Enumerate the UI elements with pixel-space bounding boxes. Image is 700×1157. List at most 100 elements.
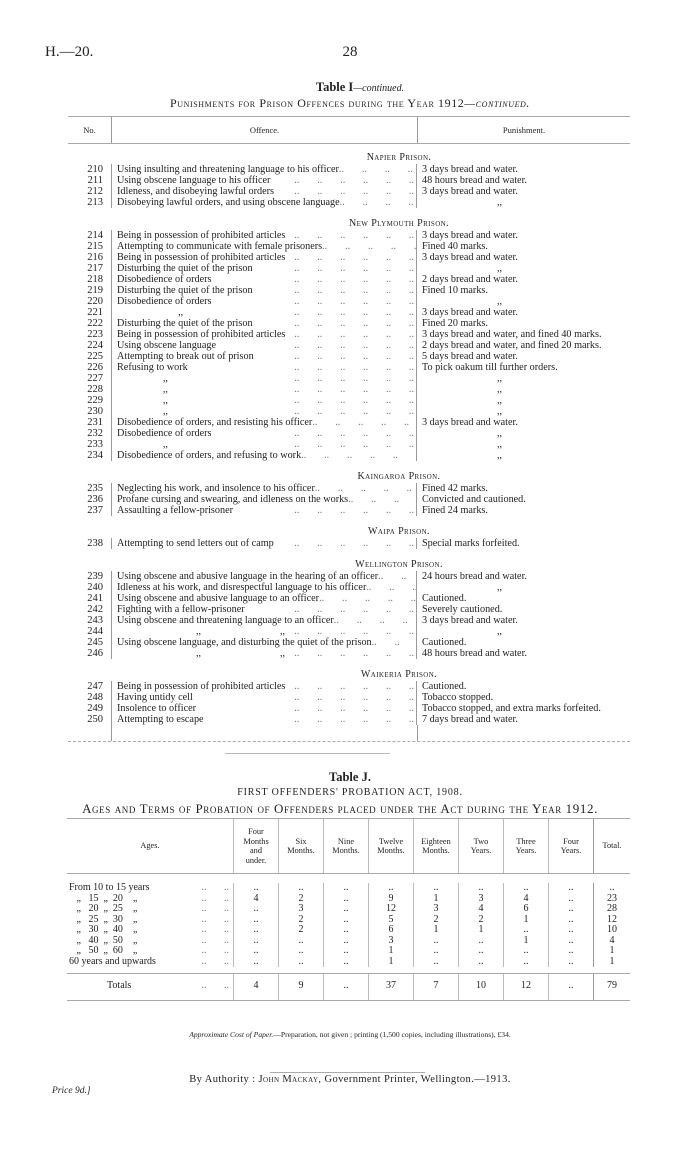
punishment-cell: 3 days bread and water. — [416, 164, 630, 175]
offence-text: Using obscene and abusive language in th… — [117, 571, 379, 582]
value-cell: .. — [458, 935, 503, 946]
table-row: 231 Disobedience of orders, and resisting… — [68, 417, 630, 428]
table-row: 241 Using obscene and abusive language to… — [68, 593, 630, 604]
offence-number: 245 — [87, 637, 103, 648]
offence-number: 215 — [87, 241, 103, 252]
offence-text: Idleness at his work, and disrespectful … — [117, 582, 367, 593]
table-row: „ 40 „ 50 „......3....1..4 — [67, 934, 630, 947]
leader-dots — [253, 318, 416, 329]
leader-dots — [372, 637, 416, 648]
value-cell: .. — [503, 945, 548, 957]
punishment-cell: ,, — [416, 395, 630, 406]
leader-dots — [301, 450, 416, 461]
age-label: „ 40 „ 50 „ — [69, 934, 138, 946]
age-cell: „ 15 „ 20 „ — [67, 893, 233, 905]
leader-dots — [348, 494, 416, 505]
offence-text: Having untidy cell — [117, 692, 193, 703]
value-cell: .. — [323, 956, 368, 967]
column-header-offence: Offence. — [111, 117, 417, 143]
offence-number: 214 — [87, 230, 103, 241]
table-row: 230 ,,,, — [68, 406, 630, 417]
value-cell: .. — [548, 945, 593, 957]
offence-number: 238 — [87, 538, 103, 549]
value-cell: .. — [413, 935, 458, 946]
leader-dots — [168, 395, 416, 406]
offence-text: Idleness, and disobeying lawful orders — [117, 186, 275, 197]
offence-text: ,, — [117, 373, 168, 384]
offence-cell: Using obscene language, and disturbing t… — [111, 637, 416, 648]
leader-dots — [322, 241, 416, 252]
value-cell: .. — [548, 903, 593, 915]
leader-dots — [211, 428, 416, 439]
value-cell: 3 — [413, 903, 458, 915]
offence-number: 228 — [87, 384, 103, 395]
offence-number: 219 — [87, 285, 103, 296]
leader-dots — [378, 571, 416, 582]
table-i-subtitle-suffix: —continued. — [464, 96, 531, 110]
offence-text: Attempting to communicate with female pr… — [117, 241, 323, 252]
value-cell: 12 — [593, 914, 630, 925]
table-row: 245 Using obscene language, and disturbin… — [68, 637, 630, 648]
column-header: Eighteen Months. — [413, 819, 458, 873]
offence-number: 226 — [87, 362, 103, 373]
offence-number: 213 — [87, 197, 103, 208]
offence-text: ,, — [117, 307, 184, 318]
document-reference: H.—20. — [45, 44, 94, 60]
table-i-body: Napier Prison. 210 Using insulting and thr… — [68, 152, 630, 725]
table-i-end — [68, 725, 630, 741]
leader-dots — [285, 329, 416, 340]
offence-text: Fighting with a fellow-prisoner — [117, 604, 245, 615]
value-cell: .. — [278, 882, 323, 894]
table-row: 211 Using obscene language to his officer… — [68, 175, 630, 186]
leader-dots — [285, 648, 416, 659]
section-heading: Napier Prison. — [366, 152, 432, 163]
offence-cell: Assaulting a fellow-prisoner — [111, 505, 416, 516]
offence-cell: Attempting to communicate with female pr… — [111, 241, 416, 252]
punishment-cell: 2 days bread and water. — [416, 274, 630, 285]
value-cell: 23 — [593, 893, 630, 904]
leader-dots — [150, 883, 233, 894]
leader-dots — [137, 936, 233, 947]
value-cell: .. — [593, 882, 630, 894]
table-row: 250 Attempting to escape 7 days bread and … — [68, 714, 630, 725]
value-cell: 1 — [593, 945, 630, 957]
offence-number: 222 — [87, 318, 103, 329]
offence-cell: Disturbing the quiet of the prison — [111, 318, 416, 329]
value-cell: 2 — [413, 914, 458, 925]
offence-cell: Using obscene and abusive language in th… — [111, 571, 416, 582]
section-heading: New Plymouth Prison. — [348, 218, 450, 229]
value-cell: 28 — [593, 903, 630, 915]
offence-number: 235 — [87, 483, 103, 494]
table-row: 236 Profane cursing and swearing, and idl… — [68, 494, 630, 505]
offence-number: 212 — [87, 186, 103, 197]
offence-text: Disobedience of orders — [117, 274, 212, 285]
offence-cell: Attempting to send letters out of camp — [111, 538, 416, 549]
table-j: Ages. Four Months and under. Six Months. Ni… — [67, 818, 630, 1001]
offence-text: ,, — [117, 406, 168, 417]
section-heading: Kaingaroa Prison. — [357, 471, 441, 482]
offence-text: Being in possession of prohibited articl… — [117, 681, 286, 692]
column-header: Four Years. — [548, 819, 593, 873]
age-label: „ 50 „ 60 „ — [69, 945, 138, 956]
value-cell: .. — [458, 956, 503, 967]
punishment-cell: 3 days bread and water. — [416, 230, 630, 241]
table-row: 242 Fighting with a fellow-prisoner Severe… — [68, 604, 630, 615]
value-cell: 4 — [233, 893, 278, 904]
value-cell: .. — [323, 924, 368, 936]
total-value-cell: 10 — [458, 974, 503, 1000]
leader-dots — [339, 164, 416, 175]
age-cell: „ 25 „ 30 „ — [67, 914, 233, 926]
table-row: 224 Using obscene language 2 days bread an… — [68, 340, 630, 351]
offence-text: Assaulting a fellow-prisoner — [117, 505, 233, 516]
table-row: 235 Neglecting his work, and insolence to… — [68, 483, 630, 494]
punishment-cell: ,, — [416, 296, 630, 307]
leader-dots — [137, 894, 233, 905]
table-i-bottom-rule — [68, 741, 630, 742]
punishment-cell: ,, — [416, 428, 630, 439]
offence-text: Attempting to escape — [117, 714, 204, 725]
value-cell: .. — [323, 935, 368, 946]
value-cell: .. — [323, 882, 368, 894]
offence-number: 244 — [87, 626, 103, 637]
offence-cell: Using obscene and abusive language to an… — [111, 593, 416, 604]
value-cell: 2 — [278, 893, 323, 904]
